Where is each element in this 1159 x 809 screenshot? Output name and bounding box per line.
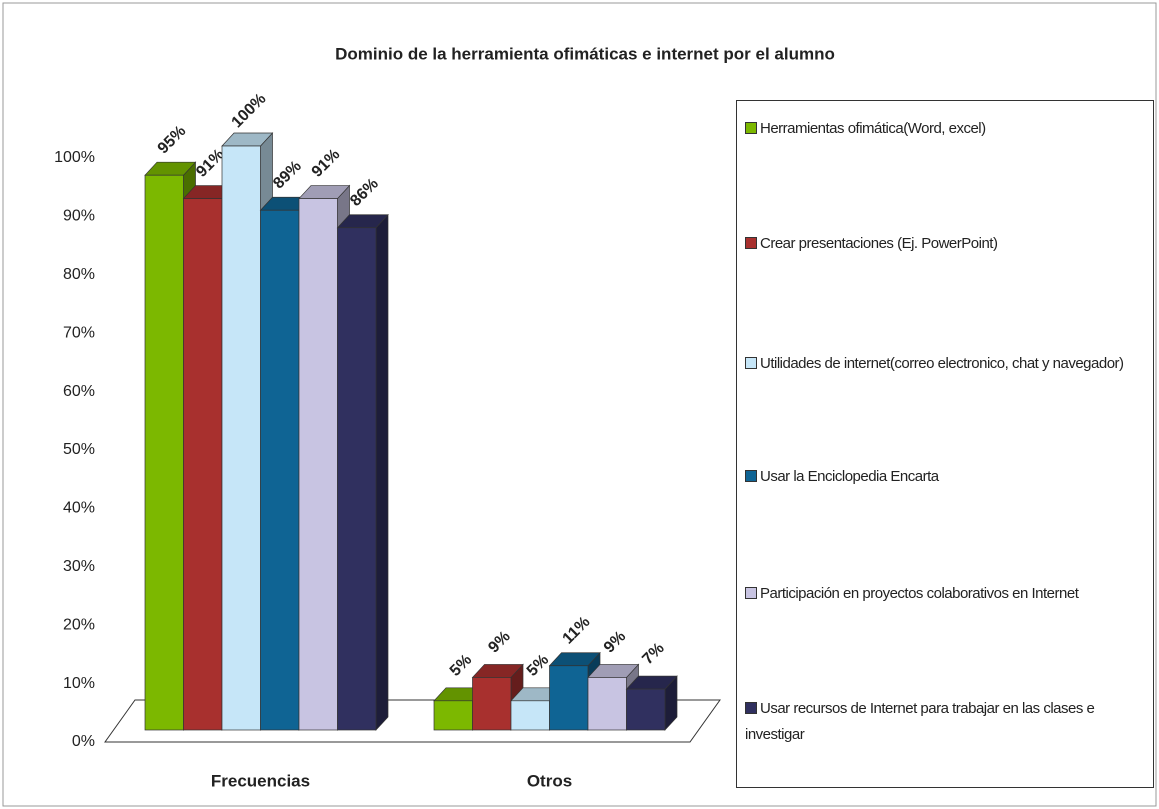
y-tick-label: 30% [63,558,95,575]
x-tick-label: Otros [527,771,572,790]
chart-title: Dominio de la herramienta ofimáticas e i… [335,44,835,63]
data-label: 7% [639,640,667,668]
bar [549,665,589,731]
bar [221,145,261,731]
y-tick-label: 10% [63,675,95,692]
y-tick-label: 80% [63,266,95,283]
bar [472,677,512,731]
data-label: 9% [601,628,629,656]
bar [626,688,666,731]
legend-item: Herramientas ofimática(Word, excel) [745,116,1150,142]
legend-item: Participación en proyectos colaborativos… [745,581,1150,607]
bar [260,209,300,731]
legend-item: Utilidades de internet(correo electronic… [745,351,1150,377]
data-label: 9% [485,628,513,656]
bar [337,227,377,731]
legend-swatch [745,122,757,134]
data-label: 89% [270,158,305,193]
legend-label: Usar recursos de Internet para trabajar … [745,700,1095,743]
data-label: 11% [560,614,594,648]
legend: Herramientas ofimática(Word, excel) Crear… [736,100,1154,788]
bar [510,700,550,731]
legend-swatch [745,237,757,249]
legend-swatch [745,702,757,714]
y-tick-label: 0% [72,733,95,750]
legend-label: Herramientas ofimática(Word, excel) [760,120,986,137]
legend-swatch [745,470,757,482]
legend-item: Crear presentaciones (Ej. PowerPoint) [745,231,1150,257]
y-tick-label: 100% [54,149,95,166]
legend-label: Participación en proyectos colaborativos… [760,585,1079,602]
legend-item: Usar la Enciclopedia Encarta [745,464,1150,490]
data-label: 91% [309,146,344,181]
legend-swatch [745,587,757,599]
x-tick-label: Frecuencias [211,771,310,790]
bar [587,677,627,731]
data-label: 5% [524,651,552,679]
legend-label: Usar la Enciclopedia Encarta [760,468,939,485]
bar [144,174,184,731]
data-label: 86% [347,175,382,210]
y-tick-label: 50% [63,441,95,458]
data-label: 95% [155,123,190,158]
legend-label: Utilidades de internet(correo electronic… [760,355,1124,372]
data-label: 5% [447,651,475,679]
y-tick-label: 40% [63,500,95,517]
bar [298,198,338,731]
y-tick-label: 70% [63,324,95,341]
y-tick-label: 20% [63,616,95,633]
bar-side [375,213,389,731]
legend-item: Usar recursos de Internet para trabajar … [745,696,1150,748]
y-tick-label: 60% [63,383,95,400]
y-tick-label: 90% [63,208,95,225]
data-label: 100% [229,90,270,131]
bar [183,198,223,731]
legend-swatch [745,357,757,369]
legend-label: Crear presentaciones (Ej. PowerPoint) [760,235,998,252]
bar [433,700,473,731]
